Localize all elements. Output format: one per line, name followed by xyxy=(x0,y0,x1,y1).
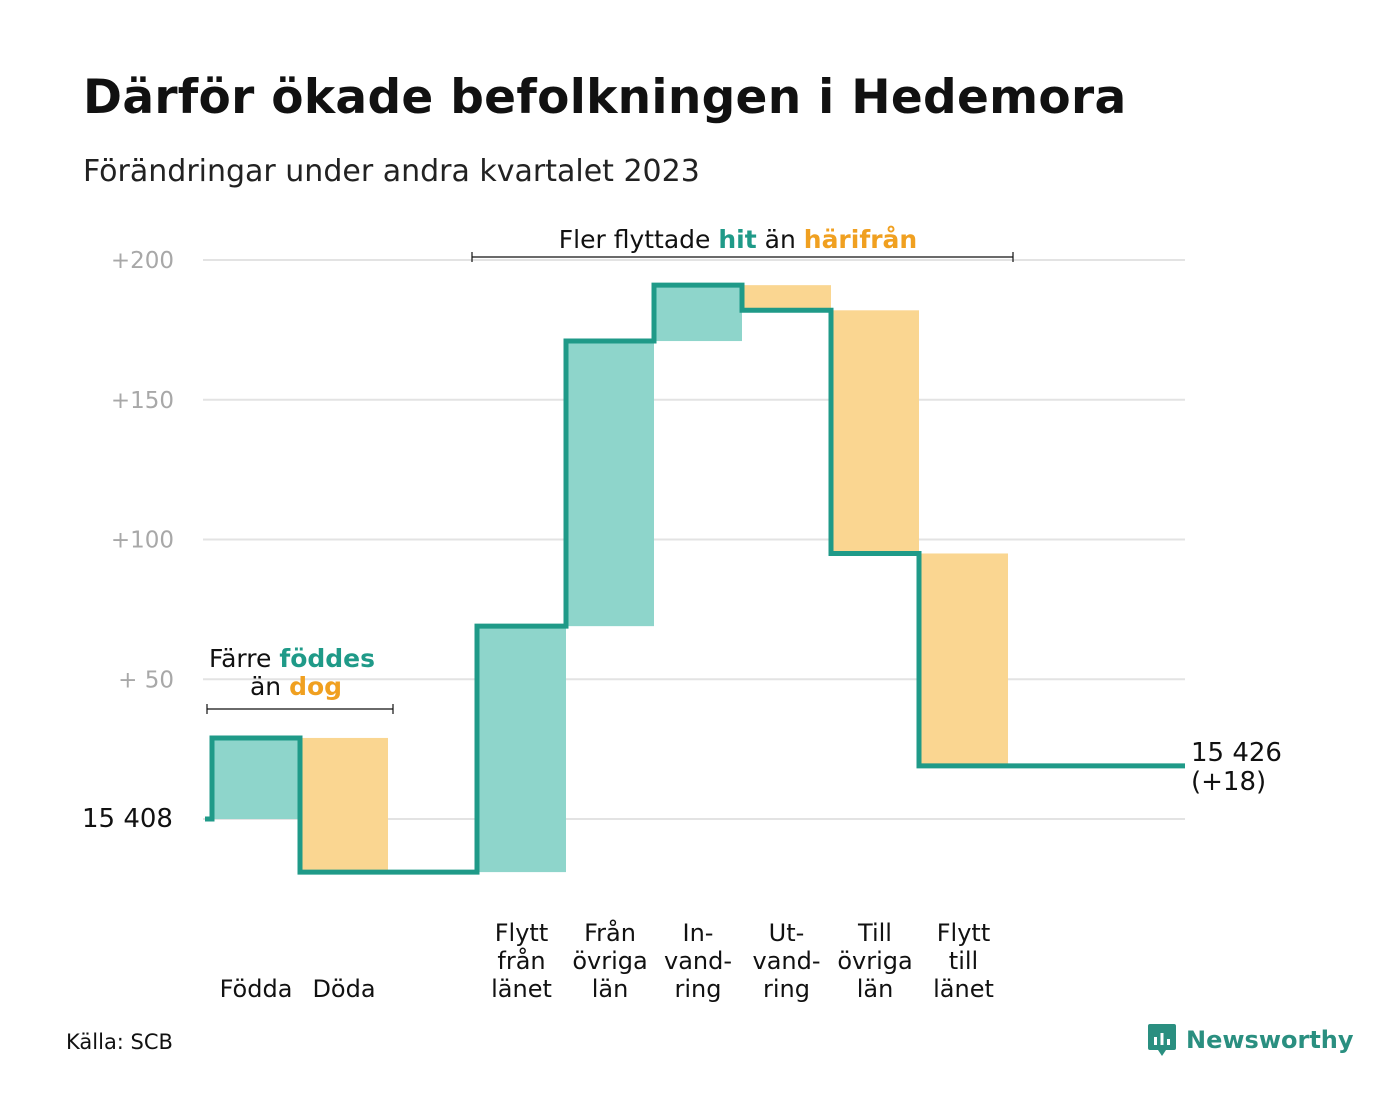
waterfall-bar xyxy=(919,553,1008,766)
waterfall-bar xyxy=(300,737,388,873)
y-tick-label: +200 xyxy=(111,248,174,274)
category-label: vand- xyxy=(752,947,820,975)
waterfall-bar xyxy=(212,737,300,819)
category-label: Flytt xyxy=(937,919,991,947)
category-label: Döda xyxy=(312,975,375,1003)
end-change-label: (+18) xyxy=(1191,767,1266,797)
brand-logo: Newsworthy xyxy=(1146,1022,1354,1058)
category-label: från xyxy=(497,946,545,975)
category-label: Till xyxy=(857,919,892,947)
annotation-births-deaths: Färre föddes xyxy=(209,644,375,673)
cumulative-line xyxy=(205,282,1185,875)
category-label: Födda xyxy=(220,975,293,1003)
category-label: till xyxy=(949,947,978,975)
category-label: Från xyxy=(584,918,636,947)
annotation-bracket xyxy=(206,704,394,714)
waterfall-bar xyxy=(566,341,654,627)
category-label: län xyxy=(857,975,894,1003)
category-label: ring xyxy=(675,975,722,1003)
category-label: vand- xyxy=(664,947,732,975)
annotation-bracket xyxy=(471,252,1014,262)
y-tick-label: + 50 xyxy=(118,667,174,693)
category-label: länet xyxy=(491,975,552,1003)
y-tick-label: +100 xyxy=(111,528,174,554)
category-label: län xyxy=(592,975,629,1003)
chart-subtitle: Förändringar under andra kvartalet 2023 xyxy=(83,154,700,189)
waterfall-bar xyxy=(742,285,831,311)
waterfall-bar xyxy=(477,626,566,873)
newsworthy-logo-icon xyxy=(1148,1024,1176,1056)
category-label: ring xyxy=(763,975,810,1003)
annotation-births-deaths-line2: än dog xyxy=(250,672,342,701)
end-value-label: 15 426 xyxy=(1191,738,1282,768)
waterfall-bar xyxy=(831,310,919,554)
category-label: övriga xyxy=(572,947,647,975)
brand-name: Newsworthy xyxy=(1186,1026,1354,1054)
annotation-migration: Fler flyttade hit än härifrån xyxy=(559,225,917,254)
category-label: länet xyxy=(933,975,994,1003)
waterfall-bar xyxy=(654,285,742,342)
start-value-label: 15 408 xyxy=(82,804,173,834)
chart-title: Därför ökade befolkningen i Hedemora xyxy=(83,70,1127,125)
source-note: Källa: SCB xyxy=(66,1030,173,1054)
category-label: övriga xyxy=(837,947,912,975)
y-tick-label: +150 xyxy=(111,388,174,414)
category-label: In- xyxy=(683,919,714,947)
category-label: Flytt xyxy=(495,919,549,947)
category-label: Ut- xyxy=(769,919,805,947)
